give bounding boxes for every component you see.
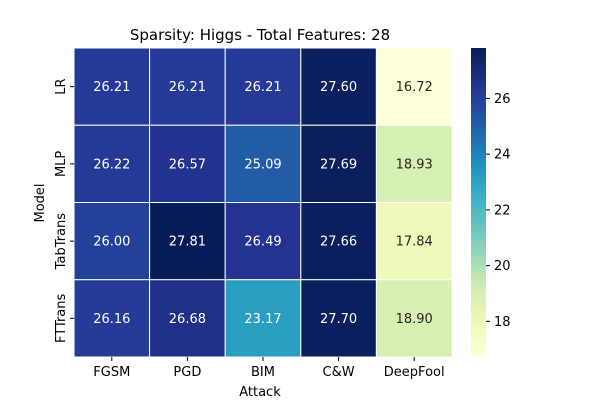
- cell-value-label: 27.70: [320, 312, 357, 327]
- heatmap-cell: [224, 202, 302, 281]
- y-tick-label: FTTrans: [54, 293, 69, 343]
- x-axis: FGSM PGD BIM C&W DeepFool: [93, 357, 445, 380]
- y-axis-label: Model: [33, 183, 48, 222]
- colorbar-tick-label: 26: [494, 92, 511, 107]
- cell-value-label: 27.81: [169, 235, 206, 250]
- heatmap-cells: 26.21 26.21 26.21 27.60 16.72 26.22 26.57 25.09…: [73, 47, 453, 358]
- heatmap-cell: [149, 279, 226, 358]
- heatmap-cell: [73, 124, 151, 203]
- heatmap-cell: [375, 47, 453, 126]
- cell-value-label: 16.72: [396, 80, 433, 95]
- colorbar-tick-label: 24: [494, 148, 511, 163]
- y-axis: LR MLP TabTrans FTTrans: [54, 78, 74, 343]
- heatmap-cell: [149, 47, 226, 126]
- x-tick-label: FGSM: [93, 365, 130, 380]
- colorbar-tick-label: 20: [494, 259, 511, 274]
- heatmap-cell: [224, 279, 302, 358]
- y-tick-label: MLP: [54, 151, 69, 177]
- heatmap-cell: [375, 202, 453, 281]
- heatmap-cell: [149, 202, 226, 281]
- cell-value-label: 26.21: [169, 80, 206, 95]
- x-tick-label: C&W: [323, 365, 355, 380]
- heatmap-cell: [300, 47, 377, 126]
- x-tick-label: BIM: [251, 365, 275, 380]
- cell-value-label: 26.68: [169, 312, 206, 327]
- cell-value-label: 26.57: [169, 157, 206, 172]
- colorbar-tick-label: 22: [494, 203, 511, 218]
- cell-value-label: 26.21: [244, 80, 281, 95]
- cell-value-label: 26.21: [93, 80, 130, 95]
- chart-title: Sparsity: Higgs - Total Features: 28: [130, 26, 390, 44]
- x-tick-label: DeepFool: [384, 365, 445, 380]
- x-axis-label: Attack: [239, 385, 281, 400]
- cell-value-label: 17.84: [396, 235, 433, 250]
- cell-value-label: 26.00: [93, 235, 130, 250]
- colorbar: 18 20 22 24 26: [471, 48, 511, 357]
- heatmap-cell: [224, 124, 302, 203]
- heatmap-cell: [224, 47, 302, 126]
- heatmap-cell: [375, 124, 453, 203]
- y-tick-label: TabTrans: [54, 213, 69, 271]
- x-tick-label: PGD: [173, 365, 201, 380]
- heatmap-cell: [73, 47, 151, 126]
- cell-value-label: 26.22: [93, 157, 130, 172]
- cell-value-label: 27.60: [320, 80, 357, 95]
- y-tick-label: LR: [54, 78, 69, 94]
- heatmap-cell: [300, 279, 377, 358]
- colorbar-gradient: [471, 48, 486, 357]
- heatmap-cell: [375, 279, 453, 358]
- cell-value-label: 18.90: [396, 312, 433, 327]
- colorbar-tick-label: 18: [494, 315, 511, 330]
- cell-value-label: 27.69: [320, 157, 357, 172]
- cell-value-label: 26.16: [93, 312, 130, 327]
- cell-value-label: 18.93: [396, 157, 433, 172]
- heatmap-cell: [300, 202, 377, 281]
- cell-value-label: 23.17: [244, 312, 281, 327]
- cell-value-label: 26.49: [244, 235, 281, 250]
- cell-value-label: 27.66: [320, 235, 357, 250]
- cell-value-label: 25.09: [244, 157, 281, 172]
